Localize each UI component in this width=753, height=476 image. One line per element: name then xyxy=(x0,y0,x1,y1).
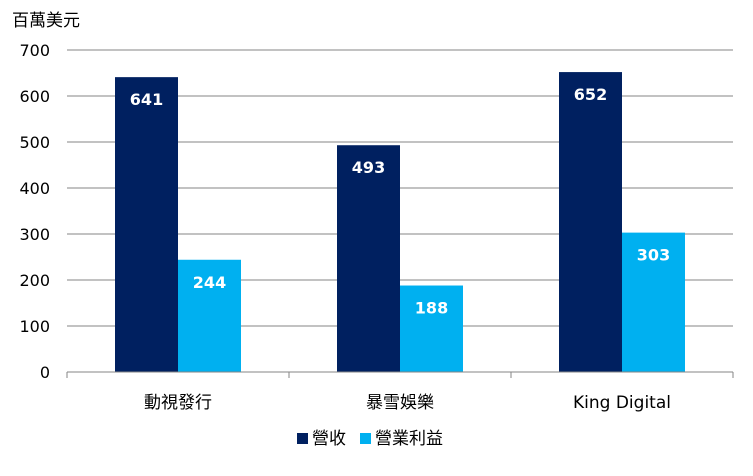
x-axis-ticks xyxy=(67,372,733,378)
bar-0-0 xyxy=(115,77,178,372)
y-tick-label-400: 400 xyxy=(19,179,50,198)
y-tick-label-700: 700 xyxy=(19,41,50,60)
y-tick-label-600: 600 xyxy=(19,87,50,106)
y-tick-label-500: 500 xyxy=(19,133,50,152)
y-tick-label-0: 0 xyxy=(40,363,50,382)
y-axis-unit-label: 百萬美元 xyxy=(12,11,80,31)
category-labels: 動視發行 暴雪娛樂 King Digital xyxy=(144,393,671,413)
data-label-1-0: 244 xyxy=(193,273,226,292)
legend-label-0: 營收 xyxy=(312,429,346,449)
y-tick-label-300: 300 xyxy=(19,225,50,244)
data-label-0-2: 652 xyxy=(574,85,607,104)
data-label-1-2: 303 xyxy=(637,246,670,265)
category-label-1: 暴雪娛樂 xyxy=(366,393,434,413)
bar-0-2 xyxy=(559,72,622,372)
category-label-2: King Digital xyxy=(573,393,671,413)
data-label-0-0: 641 xyxy=(130,90,163,109)
legend-label-1: 營業利益 xyxy=(375,429,443,449)
y-tick-label-100: 100 xyxy=(19,317,50,336)
y-tick-label-200: 200 xyxy=(19,271,50,290)
bars xyxy=(115,72,685,372)
data-label-1-1: 188 xyxy=(415,299,448,318)
category-label-0: 動視發行 xyxy=(144,393,212,413)
y-tick-labels: 0 100 200 300 400 500 600 700 xyxy=(19,41,50,382)
legend: 營收 營業利益 xyxy=(297,429,443,449)
data-label-0-1: 493 xyxy=(352,158,385,177)
bar-0-1 xyxy=(337,145,400,372)
legend-swatch-0 xyxy=(297,433,308,444)
legend-swatch-1 xyxy=(360,433,371,444)
